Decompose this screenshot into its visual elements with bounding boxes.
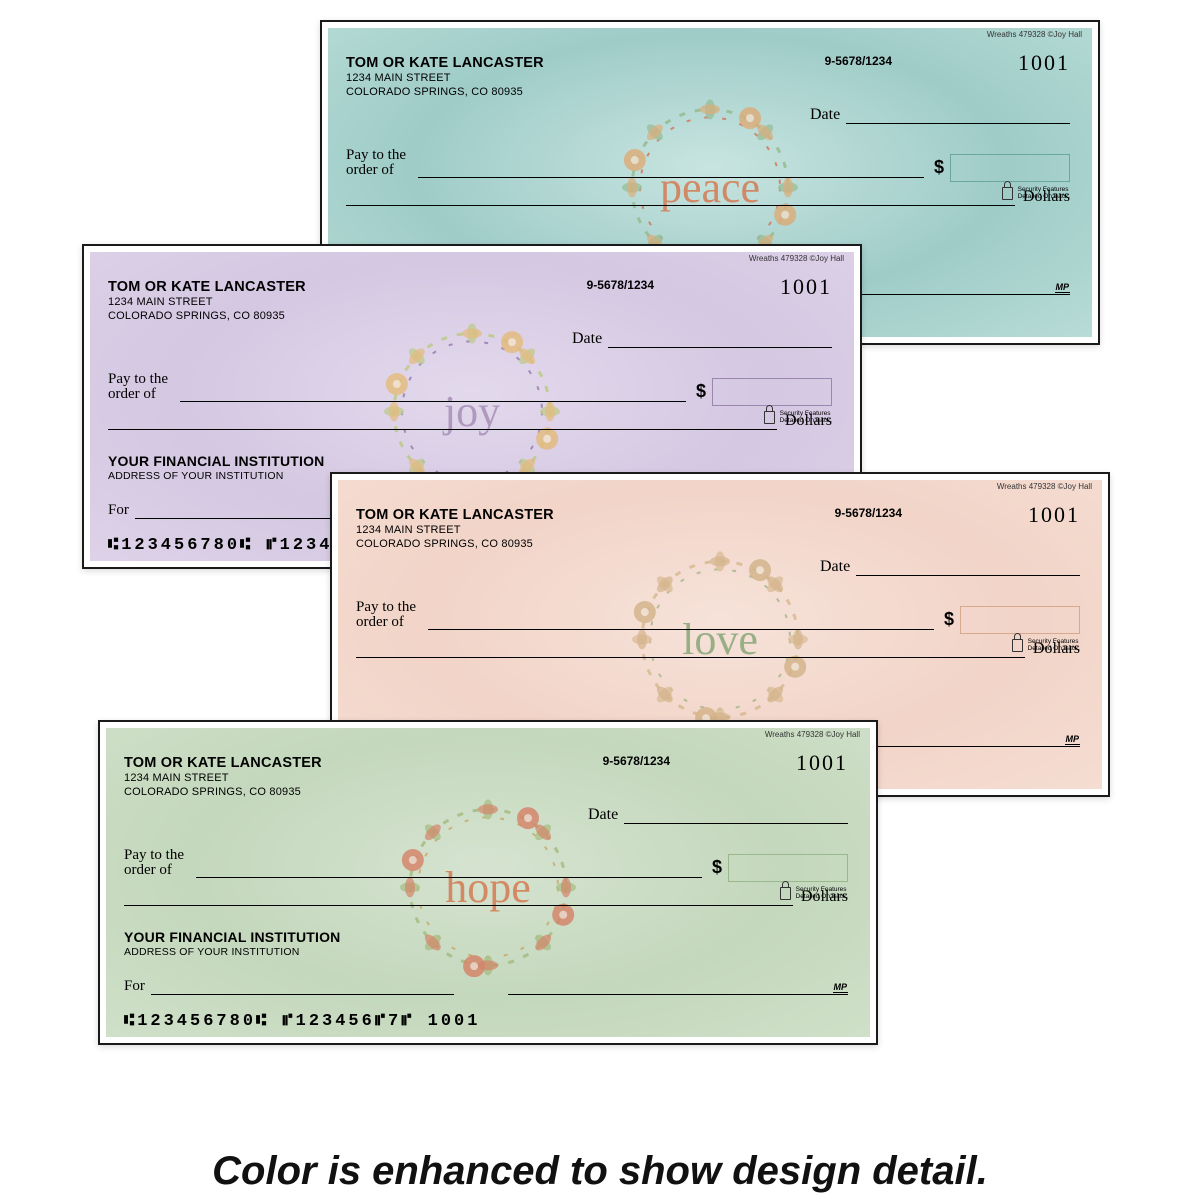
pay-to-label: Pay to theorder of bbox=[108, 372, 180, 402]
routing-fraction: 9-5678/1234 bbox=[835, 506, 902, 520]
security-note: Security FeaturesDetailed On Back. bbox=[1002, 186, 1070, 200]
address-line-1: 1234 MAIN STREET bbox=[108, 296, 306, 310]
address-line-2: COLORADO SPRINGS, CO 80935 bbox=[346, 86, 544, 100]
signature-line bbox=[508, 981, 848, 995]
date-row: Date bbox=[572, 330, 832, 348]
wreath-art: love bbox=[610, 529, 830, 749]
date-row: Date bbox=[810, 106, 1070, 124]
dollars-row: Dollars bbox=[124, 888, 848, 906]
address-line-1: 1234 MAIN STREET bbox=[124, 772, 322, 786]
security-text: Security FeaturesDetailed On Back. bbox=[796, 886, 848, 900]
address-line-1: 1234 MAIN STREET bbox=[346, 72, 544, 86]
address-line-2: COLORADO SPRINGS, CO 80935 bbox=[124, 786, 322, 800]
bank-name: YOUR FINANCIAL INSTITUTION bbox=[108, 452, 325, 470]
address-line-1: 1234 MAIN STREET bbox=[356, 524, 554, 538]
amount-box bbox=[712, 378, 832, 406]
written-amount-line bbox=[356, 644, 1025, 658]
date-label: Date bbox=[810, 106, 840, 124]
pay-to-label: Pay to theorder of bbox=[346, 148, 418, 178]
date-label: Date bbox=[572, 330, 602, 348]
memo-label: For bbox=[124, 978, 145, 995]
micr-line: ⑆123456780⑆ ⑈123456⑈7⑈ 1001 bbox=[124, 1012, 852, 1031]
lock-icon bbox=[764, 411, 775, 424]
caption-text: Color is enhanced to show design detail. bbox=[0, 1149, 1200, 1194]
date-label: Date bbox=[820, 558, 850, 576]
account-holder-block: TOM OR KATE LANCASTER 1234 MAIN STREET C… bbox=[346, 54, 544, 100]
payee-line bbox=[428, 616, 934, 630]
pay-to-row: Pay to theorder of $ bbox=[346, 148, 1070, 178]
address-line-2: COLORADO SPRINGS, CO 80935 bbox=[108, 310, 306, 324]
pay-to-label: Pay to theorder of bbox=[356, 600, 428, 630]
pay-to-row: Pay to theorder of $ bbox=[356, 600, 1080, 630]
pay-to-label: Pay to theorder of bbox=[124, 848, 196, 878]
date-line bbox=[624, 810, 848, 824]
wreath-art: hope bbox=[378, 777, 598, 997]
check-number: 1001 bbox=[1018, 50, 1070, 76]
copyright-text: Wreaths 479328 ©Joy Hall bbox=[765, 730, 860, 739]
account-holder-name: TOM OR KATE LANCASTER bbox=[346, 54, 544, 72]
date-label: Date bbox=[588, 806, 618, 824]
amount-box bbox=[728, 854, 848, 882]
dollar-sign: $ bbox=[712, 857, 722, 878]
lock-icon bbox=[780, 887, 791, 900]
security-text: Security FeaturesDetailed On Back. bbox=[780, 410, 832, 424]
copyright-text: Wreaths 479328 ©Joy Hall bbox=[987, 30, 1082, 39]
amount-box bbox=[960, 606, 1080, 634]
memo-line bbox=[151, 981, 454, 995]
payee-line bbox=[418, 164, 924, 178]
written-amount-line bbox=[108, 416, 777, 430]
payee-line bbox=[180, 388, 686, 402]
dollars-row: Dollars bbox=[108, 412, 832, 430]
copyright-text: Wreaths 479328 ©Joy Hall bbox=[749, 254, 844, 263]
memo-row: For bbox=[124, 978, 454, 995]
bank-address: ADDRESS OF YOUR INSTITUTION bbox=[124, 946, 341, 960]
signature-row bbox=[508, 981, 848, 995]
security-note: Security FeaturesDetailed On Back. bbox=[780, 886, 848, 900]
date-line bbox=[846, 110, 1070, 124]
security-text: Security FeaturesDetailed On Back. bbox=[1018, 186, 1070, 200]
dollars-row: Dollars bbox=[346, 188, 1070, 206]
check-hope: hope Wreaths 479328 ©Joy Hall TOM OR KAT… bbox=[98, 720, 878, 1045]
pay-to-row: Pay to theorder of $ bbox=[124, 848, 848, 878]
written-amount-line bbox=[346, 192, 1015, 206]
account-holder-block: TOM OR KATE LANCASTER 1234 MAIN STREET C… bbox=[356, 506, 554, 552]
check-number: 1001 bbox=[796, 750, 848, 776]
dollar-sign: $ bbox=[944, 609, 954, 630]
dollar-sign: $ bbox=[934, 157, 944, 178]
memo-label: For bbox=[108, 502, 129, 519]
account-holder-name: TOM OR KATE LANCASTER bbox=[356, 506, 554, 524]
address-line-2: COLORADO SPRINGS, CO 80935 bbox=[356, 538, 554, 552]
routing-fraction: 9-5678/1234 bbox=[603, 754, 670, 768]
bank-address: ADDRESS OF YOUR INSTITUTION bbox=[108, 470, 325, 484]
pay-to-row: Pay to theorder of $ bbox=[108, 372, 832, 402]
lock-icon bbox=[1002, 187, 1013, 200]
date-line bbox=[608, 334, 832, 348]
security-note: Security FeaturesDetailed On Back. bbox=[1012, 638, 1080, 652]
routing-fraction: 9-5678/1234 bbox=[587, 278, 654, 292]
bank-block: YOUR FINANCIAL INSTITUTION ADDRESS OF YO… bbox=[124, 928, 341, 960]
account-holder-block: TOM OR KATE LANCASTER 1234 MAIN STREET C… bbox=[124, 754, 322, 800]
account-holder-name: TOM OR KATE LANCASTER bbox=[108, 278, 306, 296]
account-holder-block: TOM OR KATE LANCASTER 1234 MAIN STREET C… bbox=[108, 278, 306, 324]
dollars-row: Dollars bbox=[356, 640, 1080, 658]
security-text: Security FeaturesDetailed On Back. bbox=[1028, 638, 1080, 652]
check-samples-stage: peace Wreaths 479328 ©Joy Hall TOM OR KA… bbox=[50, 0, 1150, 1120]
lock-icon bbox=[1012, 639, 1023, 652]
security-note: Security FeaturesDetailed On Back. bbox=[764, 410, 832, 424]
copyright-text: Wreaths 479328 ©Joy Hall bbox=[997, 482, 1092, 491]
date-line bbox=[856, 562, 1080, 576]
account-holder-name: TOM OR KATE LANCASTER bbox=[124, 754, 322, 772]
routing-fraction: 9-5678/1234 bbox=[825, 54, 892, 68]
check-number: 1001 bbox=[1028, 502, 1080, 528]
bank-block: YOUR FINANCIAL INSTITUTION ADDRESS OF YO… bbox=[108, 452, 325, 484]
written-amount-line bbox=[124, 892, 793, 906]
check-number: 1001 bbox=[780, 274, 832, 300]
dollar-sign: $ bbox=[696, 381, 706, 402]
date-row: Date bbox=[820, 558, 1080, 576]
payee-line bbox=[196, 864, 702, 878]
amount-box bbox=[950, 154, 1070, 182]
date-row: Date bbox=[588, 806, 848, 824]
bank-name: YOUR FINANCIAL INSTITUTION bbox=[124, 928, 341, 946]
